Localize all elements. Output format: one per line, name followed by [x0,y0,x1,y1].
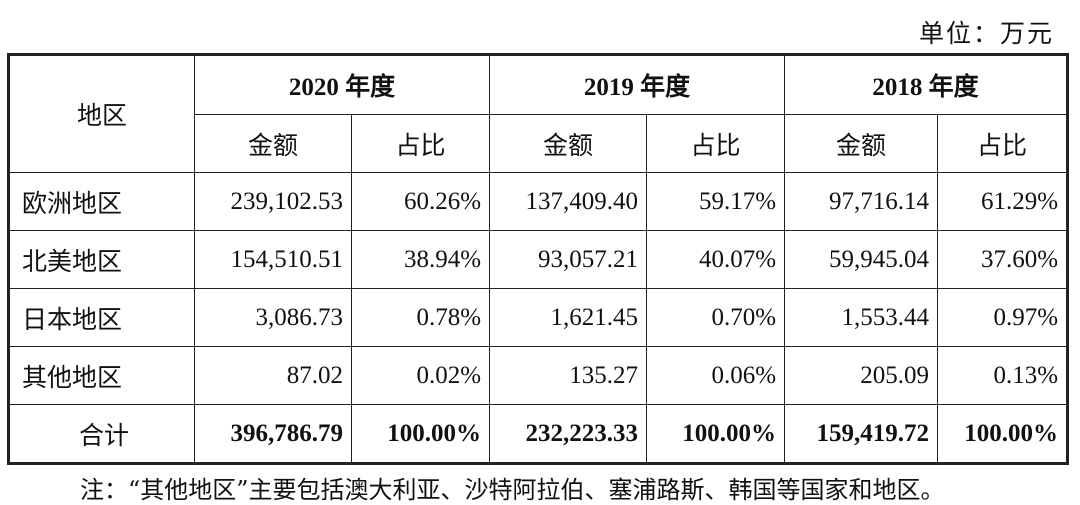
header-amount: 金额 [784,114,939,173]
ratio-cell: 100.00% [937,404,1069,464]
amount-cell: 154,510.51 [194,230,352,289]
ratio-cell: 59.17% [646,172,786,231]
header-ratio: 占比 [350,114,491,173]
ratio-cell: 100.00% [350,404,491,464]
amount-cell: 93,057.21 [489,230,648,289]
region-cell: 北美地区 [8,230,195,289]
header-year-2018: 2018 年度 [784,54,1069,115]
amount-cell: 205.09 [784,346,939,405]
ratio-cell: 0.06% [646,346,786,405]
region-cell: 其他地区 [8,346,195,405]
ratio-cell: 40.07% [646,230,786,289]
unit-label: 单位：万元 [918,19,1054,48]
table-row: 欧洲地区 239,102.53 60.26% 137,409.40 59.17% 97,7… [8,172,1069,231]
ratio-cell: 0.70% [646,288,786,347]
amount-cell: 3,086.73 [194,288,352,347]
region-cell: 日本地区 [8,288,195,347]
ratio-cell: 38.94% [350,230,491,289]
header-ratio: 占比 [646,114,786,173]
ratio-cell: 0.78% [350,288,491,347]
footnote: 注：“其他地区”主要包括澳大利亚、沙特阿拉伯、塞浦路斯、韩国等国家和地区。 [80,476,945,504]
table-row: 其他地区 87.02 0.02% 135.27 0.06% 205.09 0.13% [8,346,1069,405]
ratio-cell: 37.60% [937,230,1069,289]
table-row: 日本地区 3,086.73 0.78% 1,621.45 0.70% 1,553.44 0.… [8,288,1069,347]
region-revenue-table: 地区 2020 年度 2019 年度 2018 年度 金额 占比 金额 占比 金… [7,53,1070,465]
amount-cell: 232,223.33 [489,404,648,464]
header-region: 地区 [8,54,195,173]
amount-cell: 59,945.04 [784,230,939,289]
region-cell: 欧洲地区 [8,172,195,231]
ratio-cell: 100.00% [646,404,786,464]
amount-cell: 137,409.40 [489,172,648,231]
header-amount: 金额 [489,114,648,173]
ratio-cell: 0.13% [937,346,1069,405]
amount-cell: 159,419.72 [784,404,939,464]
amount-cell: 97,716.14 [784,172,939,231]
amount-cell: 239,102.53 [194,172,352,231]
amount-cell: 396,786.79 [194,404,352,464]
header-amount: 金额 [194,114,352,173]
total-row: 合计 396,786.79 100.00% 232,223.33 100.00% 159,… [8,404,1069,464]
ratio-cell: 61.29% [937,172,1069,231]
table-row: 北美地区 154,510.51 38.94% 93,057.21 40.07% 59,94… [8,230,1069,289]
header-year-2019: 2019 年度 [489,54,786,115]
ratio-cell: 60.26% [350,172,491,231]
ratio-cell: 0.97% [937,288,1069,347]
amount-cell: 1,553.44 [784,288,939,347]
amount-cell: 1,621.45 [489,288,648,347]
amount-cell: 87.02 [194,346,352,405]
header-ratio: 占比 [937,114,1069,173]
region-cell: 合计 [8,404,195,464]
header-year-2020: 2020 年度 [193,54,491,115]
amount-cell: 135.27 [489,346,648,405]
ratio-cell: 0.02% [350,346,491,405]
